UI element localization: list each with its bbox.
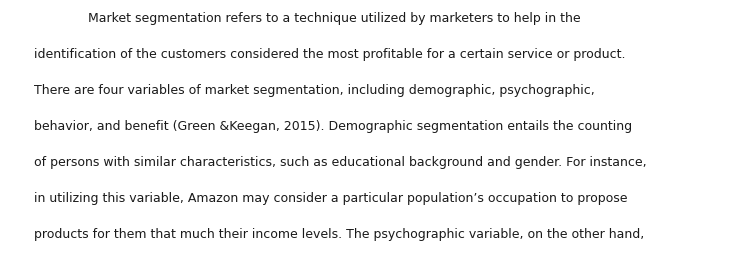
Text: Market segmentation refers to a technique utilized by marketers to help in the: Market segmentation refers to a techniqu…: [88, 12, 580, 25]
Text: of persons with similar characteristics, such as educational background and gend: of persons with similar characteristics,…: [34, 156, 646, 169]
Text: in utilizing this variable, Amazon may consider a particular population’s occupa: in utilizing this variable, Amazon may c…: [34, 192, 627, 205]
Text: There are four variables of market segmentation, including demographic, psychogr: There are four variables of market segme…: [34, 84, 595, 97]
Text: products for them that much their income levels. The psychographic variable, on : products for them that much their income…: [34, 228, 644, 241]
Text: behavior, and benefit (Green &Keegan, 2015). Demographic segmentation entails th: behavior, and benefit (Green &Keegan, 20…: [34, 120, 632, 133]
Text: identification of the customers considered the most profitable for a certain ser: identification of the customers consider…: [34, 48, 625, 61]
